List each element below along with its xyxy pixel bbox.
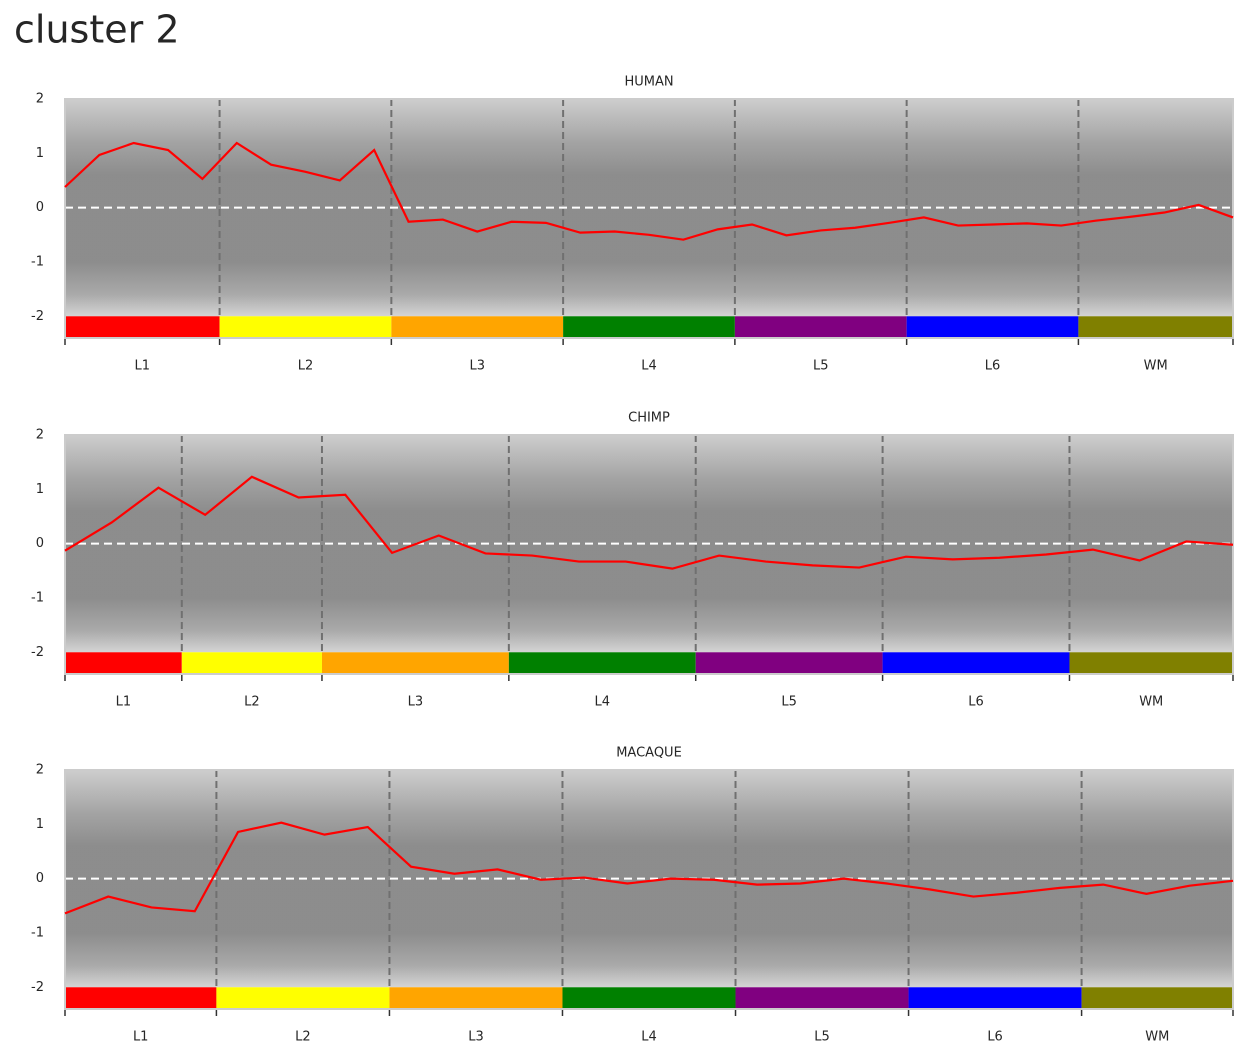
layer-bar [695, 652, 883, 674]
layer-label: L3 [408, 695, 424, 710]
layer-bar [562, 987, 736, 1009]
layer-bar [735, 987, 909, 1009]
y-tick-label: -2 [31, 309, 44, 324]
layer-label: L6 [985, 359, 1001, 374]
trace-mass [65, 435, 1233, 653]
layer-label: L6 [987, 1030, 1003, 1045]
y-tick-label: 0 [36, 536, 44, 551]
layer-bar [391, 316, 564, 338]
layer-label: L6 [968, 695, 984, 710]
layer-bar [65, 316, 220, 338]
y-tick-label: -2 [31, 645, 44, 660]
layer-label: WM [1145, 1030, 1169, 1045]
layer-bar [906, 316, 1079, 338]
mean-line [64, 821, 1234, 915]
layer-label: L1 [135, 359, 151, 374]
layer-label: L5 [781, 695, 797, 710]
layer-bar [882, 652, 1070, 674]
y-tick-label: 0 [36, 200, 44, 215]
layer-label: L5 [813, 359, 829, 374]
layer-label: L5 [814, 1030, 830, 1045]
y-tick-label: 1 [36, 817, 44, 832]
y-tick-label: 2 [36, 92, 44, 107]
panel-title: MACAQUE [616, 746, 682, 761]
frame [64, 434, 1234, 675]
trace-mass [65, 99, 1233, 317]
layer-bar [734, 316, 907, 338]
layer-label: L2 [244, 695, 260, 710]
layer-bar [65, 987, 217, 1009]
y-tick-label: -2 [31, 980, 44, 995]
mean-line [64, 141, 1234, 241]
layer-bar [1081, 987, 1233, 1009]
frame [64, 769, 1234, 1010]
layer-label: L1 [116, 695, 132, 710]
layer-bar [219, 316, 392, 338]
layer-label: L4 [641, 1030, 657, 1045]
frame [64, 98, 1234, 339]
y-tick-label: 2 [36, 428, 44, 443]
layer-label: WM [1144, 359, 1168, 374]
layer-bar [389, 987, 563, 1009]
y-tick-label: -1 [31, 254, 44, 269]
panel-title: CHIMP [628, 411, 670, 426]
layer-label: L2 [298, 359, 314, 374]
layer-bar [908, 987, 1082, 1009]
y-tick-label: -1 [31, 925, 44, 940]
mean-line [64, 475, 1234, 570]
y-tick-label: 2 [36, 763, 44, 778]
y-tick-label: 1 [36, 146, 44, 161]
figure-title: cluster 2 [14, 8, 180, 52]
layer-bar [321, 652, 509, 674]
trace-mass [65, 770, 1233, 988]
layer-label: L4 [595, 695, 611, 710]
layer-bar [181, 652, 322, 674]
layer-label: WM [1139, 695, 1163, 710]
layer-label: L4 [641, 359, 657, 374]
layer-bar [508, 652, 696, 674]
layer-bar [65, 652, 182, 674]
layer-label: L3 [468, 1030, 484, 1045]
layer-label: L1 [133, 1030, 149, 1045]
layer-bar [1078, 316, 1233, 338]
y-tick-label: 1 [36, 482, 44, 497]
layer-label: L3 [469, 359, 485, 374]
panel-title: HUMAN [624, 75, 673, 90]
layer-bar [216, 987, 390, 1009]
y-tick-label: -1 [31, 590, 44, 605]
layer-bar [1069, 652, 1233, 674]
layer-label: L2 [295, 1030, 311, 1045]
layer-bar [563, 316, 735, 338]
y-tick-label: 0 [36, 871, 44, 886]
